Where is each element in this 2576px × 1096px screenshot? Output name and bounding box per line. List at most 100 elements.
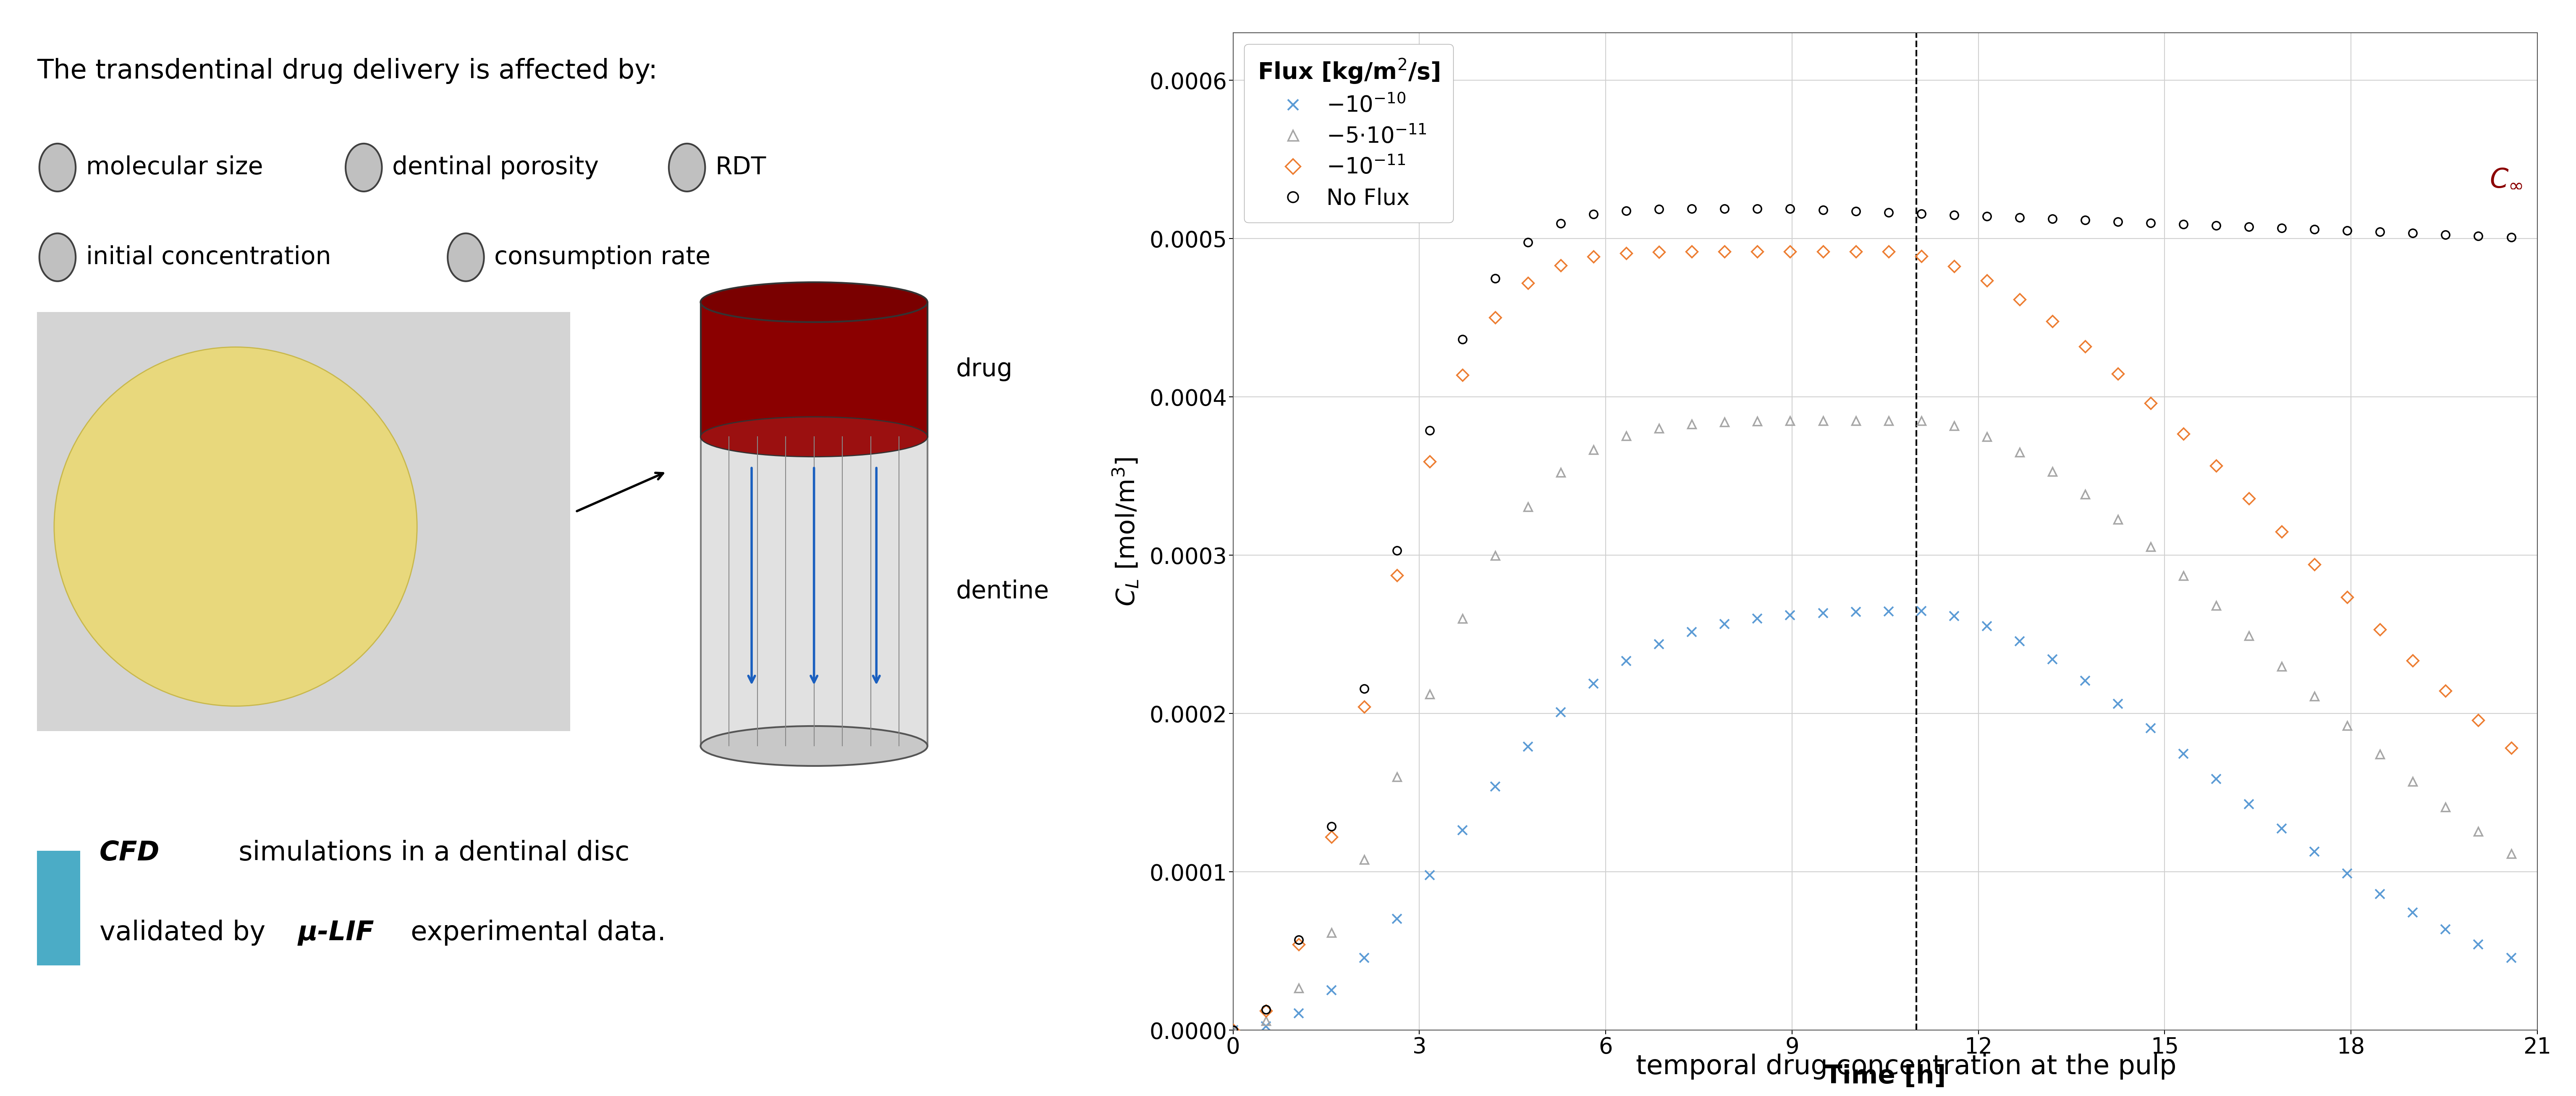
$-10^{-10}$ (2496, 951, 2527, 964)
$-10^{-11}$ (1710, 244, 1741, 258)
Text: initial concentration: initial concentration (85, 246, 330, 270)
$-5\cdot10^{-11}$ (2463, 824, 2494, 837)
$-10^{-11}$ (1283, 938, 1314, 951)
$-10^{-11}$ (1546, 259, 1577, 272)
Text: CFD: CFD (100, 840, 160, 866)
No Flux (1741, 202, 1772, 215)
Ellipse shape (670, 144, 706, 192)
$-5\cdot10^{-11}$ (1546, 466, 1577, 479)
$-5\cdot10^{-11}$ (1873, 414, 1904, 427)
$-10^{-10}$ (1546, 706, 1577, 719)
$-10^{-11}$ (1579, 250, 1610, 263)
$-10^{-11}$ (2331, 591, 2362, 604)
$-10^{-10}$ (1316, 983, 1347, 996)
No Flux (1350, 683, 1381, 696)
No Flux (1448, 332, 1479, 345)
Text: μ-LIF: μ-LIF (299, 920, 374, 946)
$-5\cdot10^{-11}$ (1610, 430, 1641, 443)
$-5\cdot10^{-11}$ (1448, 612, 1479, 625)
$-5\cdot10^{-11}$ (1414, 687, 1445, 700)
$-10^{-11}$ (1249, 1004, 1280, 1017)
$-10^{-10}$ (2136, 722, 2166, 735)
$-10^{-10}$ (2365, 888, 2396, 901)
Bar (36, 312, 569, 731)
No Flux (1873, 206, 1904, 219)
$-10^{-11}$ (1512, 276, 1543, 289)
$-10^{-10}$ (1414, 869, 1445, 882)
$-5\cdot10^{-11}$ (1381, 770, 1412, 784)
$-10^{-11}$ (1316, 831, 1347, 844)
$-5\cdot10^{-11}$ (1741, 414, 1772, 427)
$-5\cdot10^{-11}$ (2102, 513, 2133, 526)
$-10^{-11}$ (1971, 274, 2002, 287)
Text: The transdentinal drug delivery is affected by:: The transdentinal drug delivery is affec… (36, 58, 657, 84)
Y-axis label: $C_L$ [mol/m$^3$]: $C_L$ [mol/m$^3$] (1113, 457, 1141, 606)
Legend: $-10^{-10}$, $-5{\cdot}10^{-11}$, $-10^{-11}$, No Flux: $-10^{-10}$, $-5{\cdot}10^{-11}$, $-10^{… (1244, 44, 1453, 222)
$-5\cdot10^{-11}$ (1808, 414, 1839, 427)
No Flux (2169, 218, 2200, 231)
$-10^{-10}$ (2200, 773, 2231, 786)
$-10^{-11}$ (2463, 713, 2494, 727)
$-5\cdot10^{-11}$ (2004, 446, 2035, 459)
$-5\cdot10^{-11}$ (2169, 569, 2200, 582)
$-5\cdot10^{-11}$ (2200, 600, 2231, 613)
No Flux (1218, 1024, 1249, 1037)
No Flux (2398, 227, 2429, 240)
$-5\cdot10^{-11}$ (1839, 414, 1870, 427)
$-10^{-10}$ (1775, 608, 1806, 621)
$-10^{-11}$ (2136, 397, 2166, 410)
No Flux (1512, 236, 1543, 249)
$-5\cdot10^{-11}$ (2136, 540, 2166, 553)
No Flux (1775, 202, 1806, 215)
$-10^{-11}$ (1775, 244, 1806, 258)
$-10^{-10}$ (1643, 638, 1674, 651)
$-10^{-11}$ (1448, 368, 1479, 381)
$-5\cdot10^{-11}$ (1249, 1014, 1280, 1027)
No Flux (2004, 212, 2035, 225)
Text: drug: drug (956, 357, 1012, 381)
No Flux (1643, 203, 1674, 216)
No Flux (2496, 230, 2527, 243)
$-10^{-11}$ (2298, 558, 2329, 571)
$-5\cdot10^{-11}$ (2267, 660, 2298, 673)
$-10^{-11}$ (2365, 623, 2396, 636)
$-10^{-11}$ (1414, 455, 1445, 468)
$-10^{-10}$ (1479, 780, 1510, 794)
$-10^{-10}$ (1741, 612, 1772, 625)
No Flux (1610, 204, 1641, 217)
Ellipse shape (701, 416, 927, 457)
Ellipse shape (448, 233, 484, 282)
No Flux (1283, 933, 1314, 946)
$-10^{-11}$ (2429, 684, 2460, 697)
$-10^{-11}$ (2102, 367, 2133, 380)
Text: temporal drug concentration at the pulp: temporal drug concentration at the pulp (1636, 1053, 2177, 1080)
No Flux (1579, 208, 1610, 221)
$-5\cdot10^{-11}$ (1579, 443, 1610, 456)
$-5\cdot10^{-11}$ (1218, 1024, 1249, 1037)
No Flux (2069, 214, 2099, 227)
$-10^{-11}$ (1906, 250, 1937, 263)
$-10^{-11}$ (2004, 293, 2035, 306)
No Flux (1546, 217, 1577, 230)
$-5\cdot10^{-11}$ (2331, 719, 2362, 732)
$-5\cdot10^{-11}$ (1283, 982, 1314, 995)
No Flux (1381, 544, 1412, 557)
$-5\cdot10^{-11}$ (1971, 431, 2002, 444)
$-10^{-10}$ (1381, 912, 1412, 925)
Ellipse shape (701, 726, 927, 766)
$-10^{-11}$ (2233, 492, 2264, 505)
$-10^{-10}$ (2169, 747, 2200, 761)
$-5\cdot10^{-11}$ (2398, 775, 2429, 788)
No Flux (2200, 219, 2231, 232)
No Flux (1249, 1003, 1280, 1016)
$-10^{-10}$ (2069, 674, 2099, 687)
No Flux (1479, 272, 1510, 285)
$-10^{-10}$ (1249, 1020, 1280, 1034)
$-10^{-10}$ (1940, 609, 1971, 623)
No Flux (2233, 220, 2264, 233)
X-axis label: Time [h]: Time [h] (1824, 1064, 1945, 1088)
No Flux (2038, 213, 2069, 226)
$-10^{-11}$ (2496, 741, 2527, 754)
$-5\cdot10^{-11}$ (1512, 500, 1543, 513)
Ellipse shape (39, 144, 75, 192)
